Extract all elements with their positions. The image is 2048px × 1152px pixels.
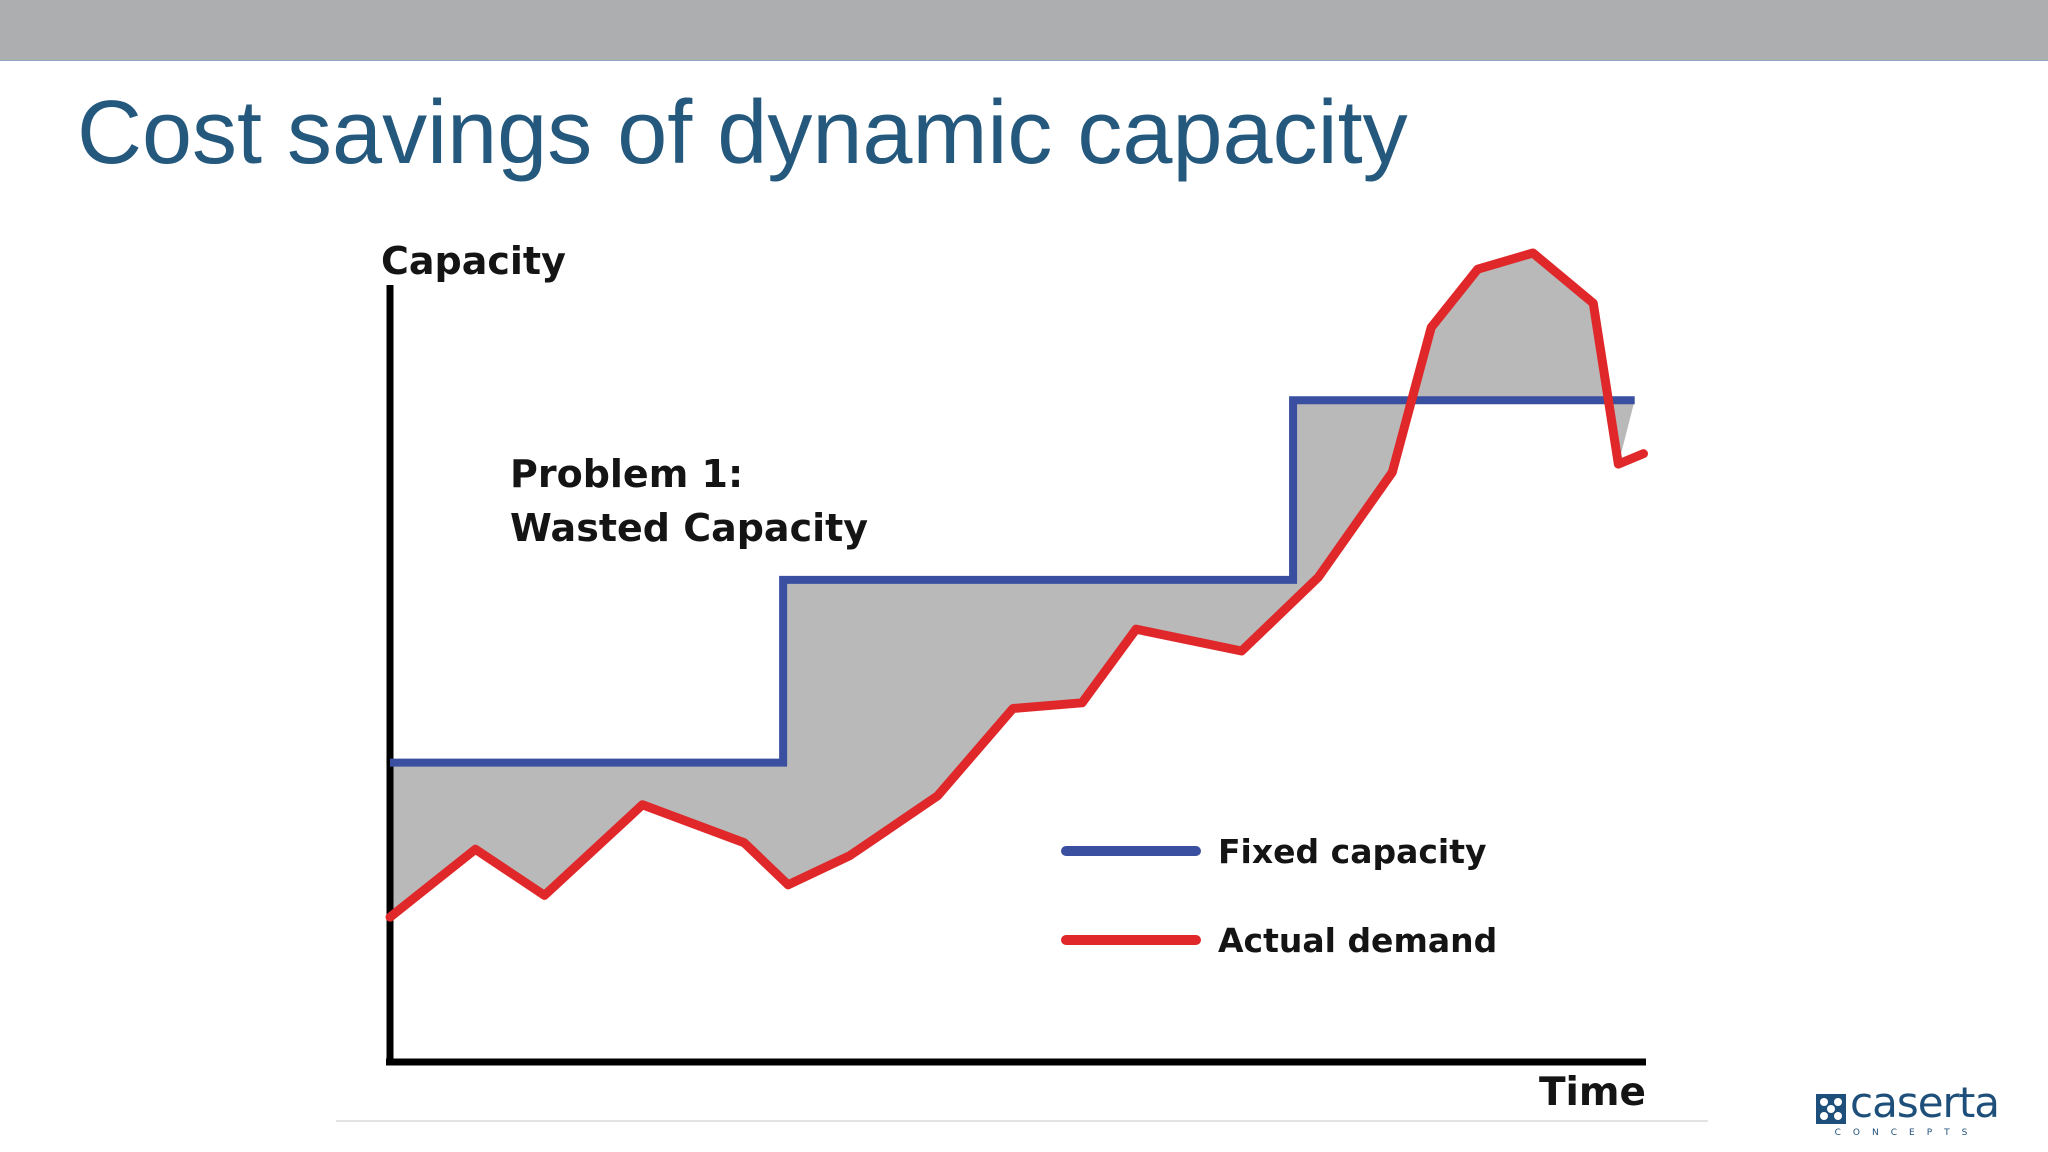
logo-mark-icon (1816, 1094, 1846, 1124)
footer-divider (336, 1120, 1708, 1122)
annotation-line-2: Wasted Capacity (510, 506, 868, 550)
legend-label-fixed-capacity: Fixed capacity (1218, 832, 1487, 871)
slide-title: Cost savings of dynamic capacity (77, 83, 1408, 183)
logo-wordmark: caserta (1850, 1078, 2000, 1127)
y-axis-label: Capacity (381, 239, 566, 283)
x-axis-label: Time (1539, 1070, 1646, 1115)
wasted-capacity-area (390, 253, 1635, 918)
caserta-logo: caserta CONCEPTS (1816, 1082, 2000, 1138)
legend: Fixed capacity Actual demand (1061, 832, 1497, 960)
logo-tagline: CONCEPTS (1834, 1128, 1980, 1138)
top-banner (0, 0, 2048, 61)
annotation-line-1: Problem 1: (510, 452, 743, 496)
legend-label-actual-demand: Actual demand (1218, 921, 1497, 960)
actual-demand-line (385, 248, 1648, 922)
fixed-capacity-line (390, 396, 1635, 767)
